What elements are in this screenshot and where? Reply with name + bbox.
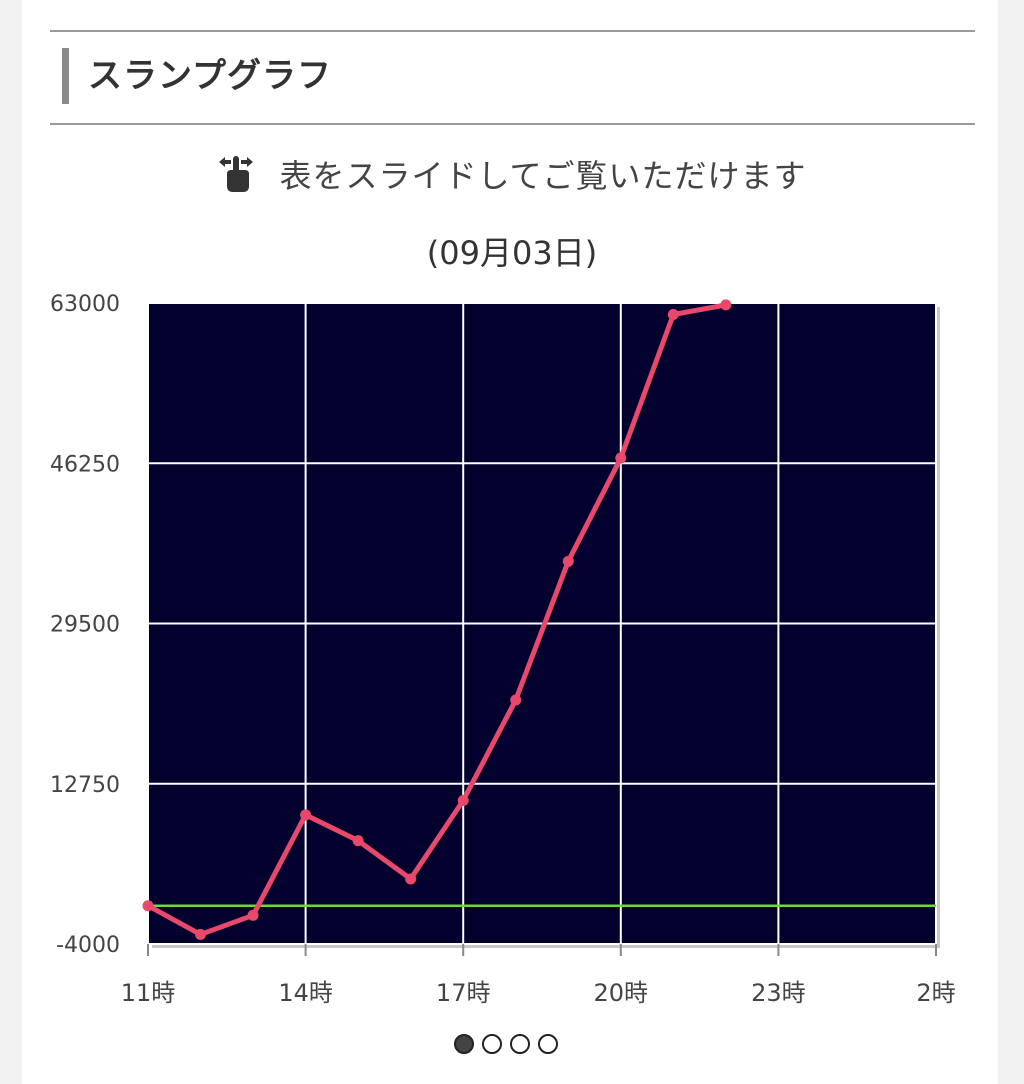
y-tick-label: -4000 <box>56 933 120 958</box>
data-point <box>667 308 679 320</box>
x-tick-label: 2時 <box>916 979 955 1007</box>
data-point <box>352 835 364 847</box>
data-point <box>457 794 469 806</box>
section-bottom-rule <box>50 123 975 125</box>
section-title-accent <box>62 48 69 104</box>
y-tick-label: 29500 <box>50 613 120 638</box>
pagination-dot[interactable] <box>510 1034 530 1054</box>
data-point <box>615 452 627 464</box>
x-tick-label: 11時 <box>121 979 176 1007</box>
y-tick-label: 46250 <box>50 452 120 477</box>
section-top-rule <box>50 30 975 32</box>
series-line <box>145 302 729 937</box>
x-tick-label: 14時 <box>278 979 333 1007</box>
pagination-dot[interactable] <box>482 1034 502 1054</box>
section-title: スランプグラフ <box>88 56 332 96</box>
data-point <box>510 694 522 706</box>
y-tick-label: 12750 <box>50 773 120 798</box>
data-point <box>195 928 207 940</box>
x-tick-label: 17時 <box>436 979 491 1007</box>
chart-date-subtitle: (09月03日) <box>426 234 598 272</box>
x-tick-label: 20時 <box>594 979 649 1007</box>
y-tick-label: 63000 <box>50 292 120 317</box>
slide-hint: 表をスライドしてご覧いただけます <box>200 150 824 198</box>
data-point <box>247 909 259 921</box>
data-point <box>300 809 312 821</box>
x-tick-label: 23時 <box>751 979 806 1007</box>
data-point <box>562 555 574 567</box>
pagination-dot[interactable] <box>454 1034 474 1054</box>
data-point <box>142 900 154 912</box>
swipe-hand-icon <box>219 156 254 192</box>
data-point <box>720 299 732 311</box>
pagination-dots <box>454 1034 574 1058</box>
slide-hint-text: 表をスライドしてご覧いただけます <box>279 157 807 195</box>
pagination-dot[interactable] <box>538 1034 558 1054</box>
data-point <box>405 873 417 885</box>
